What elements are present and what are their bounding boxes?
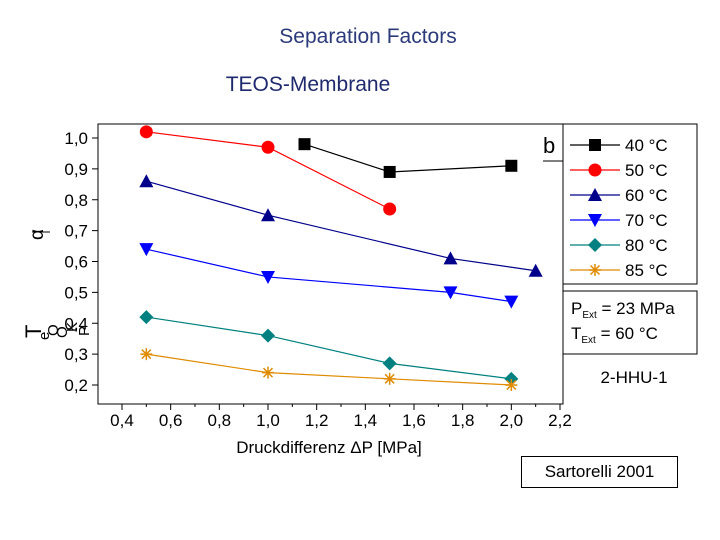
- y-tick-label: 0,7: [64, 222, 88, 241]
- data-point: [504, 295, 519, 309]
- legend-marker: [588, 188, 602, 201]
- data-point: [298, 138, 311, 151]
- y-axis-label-part: T: [21, 325, 46, 338]
- x-tick-label: 1,8: [451, 411, 475, 430]
- legend-marker: [588, 214, 602, 227]
- data-point: [443, 286, 458, 300]
- data-point: [383, 372, 396, 385]
- legend-entry-label: 40 °C: [625, 136, 668, 155]
- x-tick-label: 1,0: [256, 411, 280, 430]
- star-marker-stroke: [589, 264, 601, 276]
- star-marker-stroke: [506, 379, 517, 391]
- y-tick-label: 0,6: [64, 253, 88, 272]
- data-point: [140, 348, 153, 361]
- panel-label: b: [543, 133, 555, 158]
- series-40c: [298, 138, 518, 178]
- condition-text: PExt = 23 MPa: [571, 299, 675, 321]
- credit-text: Sartorelli 2001: [544, 462, 655, 481]
- series-line: [146, 180, 536, 272]
- y-tick-label: 0,8: [64, 191, 88, 210]
- data-point: [383, 165, 396, 178]
- series-80c: [139, 310, 519, 386]
- legend-marker: [589, 264, 601, 276]
- x-tick-label: 1,2: [305, 411, 329, 430]
- credit-box: Sartorelli 2001: [521, 456, 678, 488]
- x-axis-label: Druckdifferenz ΔP [MPa]: [236, 438, 422, 457]
- data-point: [139, 125, 153, 139]
- data-point: [261, 270, 275, 284]
- series-85c: [140, 348, 518, 391]
- legend-entry-label: 85 °C: [625, 261, 668, 280]
- data-point: [261, 140, 275, 154]
- data-point: [443, 251, 458, 265]
- legend-marker: [588, 238, 602, 252]
- conditions-box: [562, 290, 698, 355]
- star-marker-stroke: [384, 373, 395, 384]
- legend-marker: [588, 163, 602, 177]
- y-tick-label: 1,0: [64, 129, 88, 148]
- y-axis-label-part: O: [54, 326, 71, 338]
- y-axis-label-part: K: [64, 322, 81, 332]
- series-line: [146, 353, 512, 386]
- y-axis-label-part: e: [36, 332, 53, 340]
- x-tick-label: 0,4: [110, 411, 134, 430]
- data-point: [505, 379, 518, 391]
- data-point: [139, 243, 154, 257]
- star-marker-stroke: [262, 367, 274, 378]
- series-line: [146, 316, 512, 380]
- legend-marker: [589, 139, 601, 151]
- x-tick-label: 0,8: [208, 411, 232, 430]
- y-tick-label: 0,3: [64, 345, 88, 364]
- series-line: [146, 248, 512, 303]
- legend-entry-label: 60 °C: [625, 186, 668, 205]
- slide-title: Separation Factors: [279, 25, 457, 48]
- x-tick-label: 1,4: [354, 411, 378, 430]
- plot-frame: [97, 123, 564, 405]
- data-point: [139, 310, 154, 325]
- y-tick-label: 0,4: [64, 314, 88, 333]
- data-point: [139, 174, 154, 188]
- sample-label: 2-HHU-1: [600, 368, 667, 387]
- data-point: [261, 328, 275, 343]
- x-tick-label: 2,2: [548, 411, 572, 430]
- y-tick-label: 0,9: [64, 160, 88, 179]
- data-point: [505, 159, 518, 172]
- data-point: [261, 208, 275, 222]
- series-60c: [139, 174, 543, 277]
- series-70c: [139, 243, 519, 309]
- star-marker-stroke: [141, 349, 152, 360]
- condition-text: TExt = 60 °C: [571, 324, 658, 346]
- legend-entry-label: 50 °C: [625, 161, 668, 180]
- series-line: [304, 143, 512, 173]
- y-axis-label-part: P: [76, 326, 93, 336]
- data-point: [383, 202, 397, 216]
- x-tick-label: 1,6: [402, 411, 426, 430]
- y-tick-label: 0,2: [64, 376, 88, 395]
- series-50c: [139, 125, 397, 216]
- y-axis-label-alpha: α: [27, 229, 48, 240]
- legend-entry-label: 80 °C: [625, 236, 668, 255]
- data-point: [262, 366, 274, 379]
- legend-box: [562, 123, 698, 285]
- x-tick-label: 2,0: [500, 411, 524, 430]
- y-tick-label: 0,5: [64, 283, 88, 302]
- x-tick-label: 0,6: [159, 411, 183, 430]
- legend-entry-label: 70 °C: [625, 211, 668, 230]
- data-point: [382, 356, 397, 371]
- data-point: [528, 263, 543, 277]
- slide-subtitle: TEOS-Membrane: [225, 73, 391, 96]
- y-axis-label-part: O: [45, 324, 62, 336]
